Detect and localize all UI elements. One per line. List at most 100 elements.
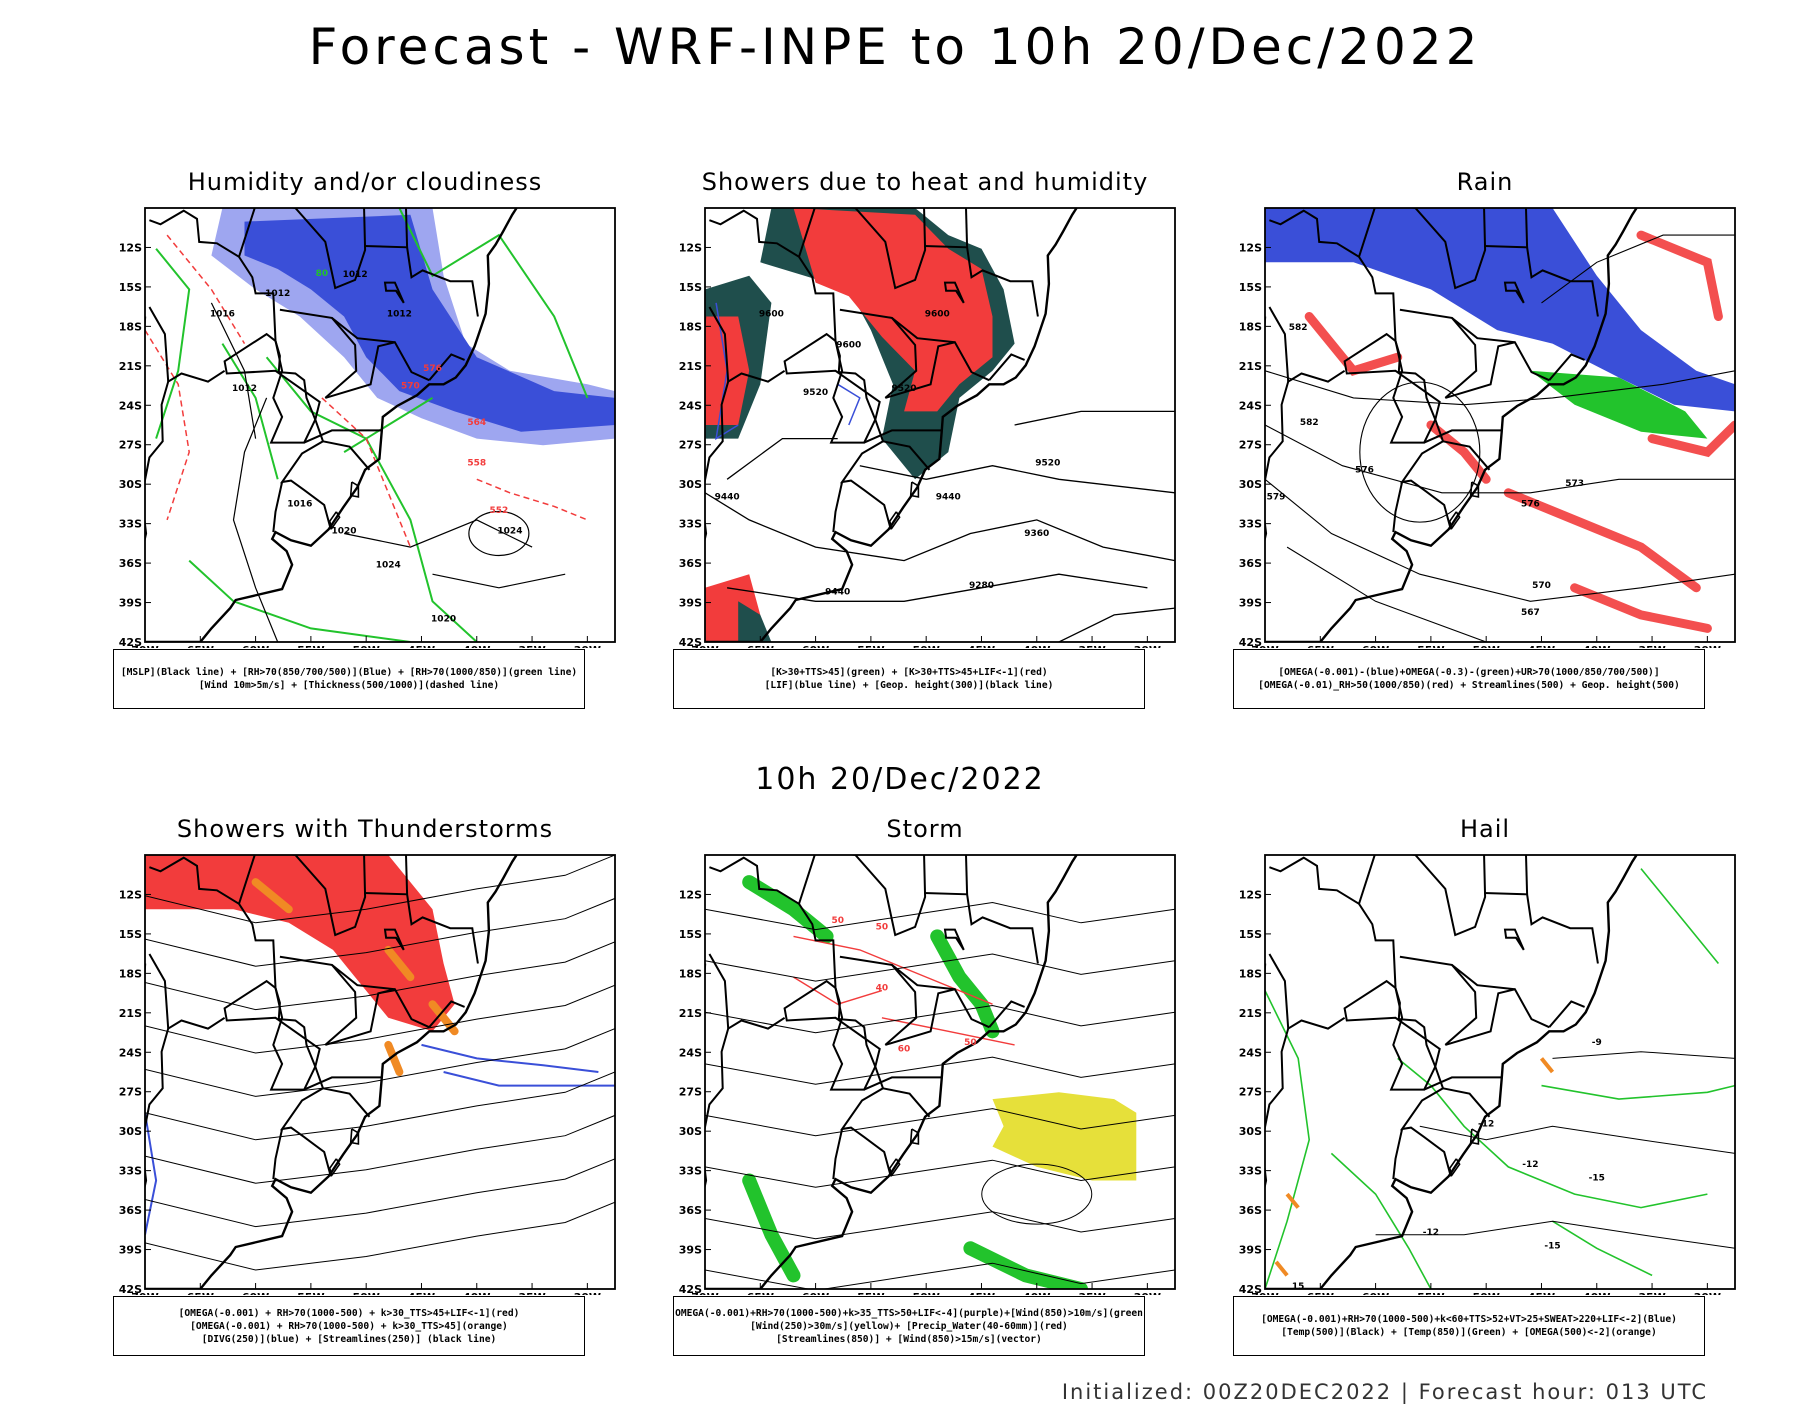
lon-tick-label: 55W <box>857 1291 884 1295</box>
contour-label: 9280 <box>969 581 994 591</box>
border-line <box>1483 245 1599 317</box>
lat-tick-label: 39S <box>1239 1244 1262 1257</box>
border-line <box>1268 306 1346 384</box>
lat-tick-label: 36S <box>1239 1204 1262 1217</box>
border-line <box>709 209 877 420</box>
border-line <box>428 1000 465 1028</box>
border-line <box>705 1028 730 1191</box>
contour-label: 9440 <box>825 588 850 598</box>
border-line <box>1392 1128 1404 1180</box>
lat-tick-label: 30S <box>679 478 702 491</box>
lat-tick-label: 30S <box>1239 1125 1262 1138</box>
contour-label: 80 <box>316 269 329 279</box>
legend-line: [OMEGA(-0.001)+RH>70(1000-500)+k<60+TTS>… <box>1261 1314 1677 1325</box>
panel-legend: [OMEGA(-0.001) + RH>70(1000-500) + k>30_… <box>113 1296 585 1356</box>
lat-tick-label: 30S <box>679 1125 702 1138</box>
border-line <box>405 855 409 895</box>
panel-map: 582 582 579 576 576 573 570 567 12S 15S 18S 21S 24S… <box>1239 207 1736 648</box>
contour-label: -12 <box>1478 1119 1494 1129</box>
contour-label: 9520 <box>892 384 917 394</box>
lat-tick-label: 42S <box>679 636 702 648</box>
legend-line: [Temp(500)](Black) + [Temp(850)](Green) … <box>1281 1327 1657 1338</box>
panel-title: Storm <box>886 815 964 843</box>
lon-tick-label: 50W <box>1472 1291 1499 1295</box>
border-line <box>148 306 226 384</box>
panel-map: 1012 1012 1012 1016 1012 1016 1020 1024 1024 1020… <box>119 207 616 648</box>
lagoon <box>349 481 360 498</box>
lon-tick-label: 55W <box>297 1291 324 1295</box>
lat-tick-label: 18S <box>1239 967 1262 980</box>
lon-tick-label: 70W <box>691 644 718 648</box>
border-line <box>798 855 816 905</box>
lat-tick-label: 42S <box>119 1283 142 1295</box>
border-line <box>839 308 918 399</box>
lon-tick-label: 60W <box>1362 1291 1389 1295</box>
border-line <box>238 855 256 905</box>
panel-title: Humidity and/or cloudiness <box>187 168 543 196</box>
lon-tick-label: 50W <box>912 1291 939 1295</box>
lat-tick-label: 33S <box>679 1165 702 1178</box>
lagoon <box>888 1158 901 1177</box>
lat-tick-label: 24S <box>119 1046 142 1059</box>
border-line <box>1399 419 1452 530</box>
lat-tick-label: 12S <box>1239 241 1262 254</box>
lat-tick-label: 27S <box>679 439 702 452</box>
contour-label: 9600 <box>759 310 784 320</box>
border-line <box>1423 429 1502 444</box>
lat-tick-label: 33S <box>119 1165 142 1178</box>
lagoon <box>909 481 920 498</box>
border-line <box>145 1028 170 1191</box>
contour-label: 50 <box>964 1038 977 1048</box>
border-line <box>1269 856 1437 1067</box>
lat-tick-label: 24S <box>679 1046 702 1059</box>
lat-tick-label: 27S <box>1239 439 1262 452</box>
border-line <box>943 928 965 951</box>
panel-1: Humidity and/or cloudiness 1012 1012 1012 1… <box>105 168 625 728</box>
border-line <box>145 381 170 544</box>
contour-label: 1012 <box>265 289 290 299</box>
border-line <box>847 855 927 937</box>
border-line <box>891 964 956 991</box>
lat-tick-label: 12S <box>119 888 142 901</box>
lon-tick-label: 30W <box>1694 1291 1721 1295</box>
lagoon <box>1469 481 1480 498</box>
lon-tick-label: 65W <box>747 644 774 648</box>
lat-tick-label: 18S <box>119 320 142 333</box>
legend-line: [Streamlines(850)] + [Wind(850)>15m/s](v… <box>776 1333 1042 1345</box>
coastline <box>145 208 518 642</box>
lat-tick-label: 39S <box>679 1244 702 1257</box>
lon-tick-label: 45W <box>408 1291 435 1295</box>
lat-tick-label: 39S <box>119 1244 142 1257</box>
lon-tick-label: 30W <box>1134 644 1161 648</box>
contour-label: 558 <box>467 459 486 469</box>
border-line <box>383 281 405 304</box>
lat-tick-label: 18S <box>1239 320 1262 333</box>
lat-tick-label: 24S <box>1239 1046 1262 1059</box>
border-line <box>1451 964 1516 991</box>
contour-label: 1012 <box>232 384 257 394</box>
lon-tick-label: 45W <box>1528 644 1555 648</box>
border-line <box>885 988 990 1046</box>
border-line <box>1451 317 1516 344</box>
border-line <box>882 1087 931 1118</box>
panel-title: Showers with Thunderstorms <box>176 815 554 843</box>
lon-tick-label: 65W <box>187 1291 214 1295</box>
lagoon <box>1469 1128 1480 1145</box>
lon-tick-label: 30W <box>574 644 601 648</box>
contour-label: 40 <box>876 984 889 994</box>
lat-tick-label: 21S <box>119 360 142 373</box>
lon-tick-label: 65W <box>1307 1291 1334 1295</box>
border-line <box>405 208 409 248</box>
lon-tick-label: 55W <box>857 644 884 648</box>
border-line <box>798 208 816 258</box>
panel-legend: [MSLP](Black line) + [RH>70(850/700/500)… <box>113 649 585 709</box>
contour-label: 573 <box>1565 479 1584 489</box>
init-footer: Initialized: 00Z20DEC2022 | Forecast hou… <box>1061 1380 1708 1404</box>
lat-tick-label: 36S <box>1239 557 1262 570</box>
border-line <box>891 317 956 344</box>
panel-map: 50 50 40 60 50 12S 15S 18S 21S 24S 27S 30S 33S 36S 39… <box>679 854 1176 1295</box>
contour-label: 576 <box>1355 465 1374 475</box>
coastline <box>145 855 518 1289</box>
border-line <box>1503 928 1525 951</box>
lat-tick-label: 24S <box>1239 399 1262 412</box>
